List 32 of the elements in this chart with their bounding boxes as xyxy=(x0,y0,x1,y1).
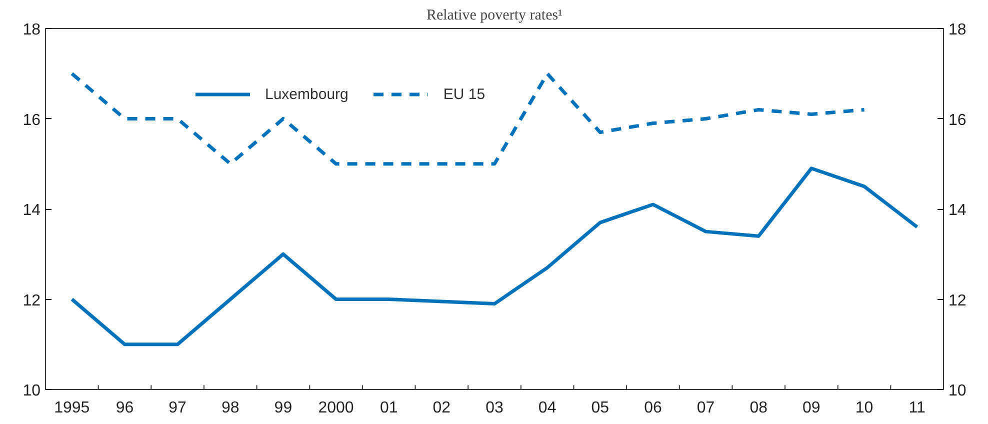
x-tick-label: 10 xyxy=(855,400,874,416)
x-tick-label: 03 xyxy=(486,400,504,416)
legend-label: EU 15 xyxy=(443,86,486,102)
x-tick-label: 07 xyxy=(696,400,715,416)
x-tick-label: 97 xyxy=(168,400,187,416)
line-series xyxy=(70,72,866,166)
legend-label: Luxembourg xyxy=(265,86,348,102)
x-tick-label: 01 xyxy=(380,400,398,416)
y2-tick-label: 12 xyxy=(948,292,966,310)
x-tick-label: 06 xyxy=(644,400,662,416)
x-tick-label: 99 xyxy=(274,400,292,416)
y-tick-label: 18 xyxy=(22,22,41,38)
x-tick-label: 96 xyxy=(116,400,134,416)
y2-tick-label: 16 xyxy=(948,112,966,129)
y-tick-label: 12 xyxy=(22,292,41,310)
x-tick-label: 09 xyxy=(802,400,820,416)
x-tick-label: 02 xyxy=(432,400,451,416)
x-tick-label: 2000 xyxy=(318,400,354,416)
chart-subtitle: Relative poverty rates¹ xyxy=(426,8,563,24)
x-tick-label: 04 xyxy=(538,400,556,416)
x-tick-label: 98 xyxy=(221,400,240,416)
x-tick-label: 11 xyxy=(908,400,926,416)
y2-tick-label: 18 xyxy=(948,22,966,38)
y-tick-label: 10 xyxy=(22,382,41,400)
x-tick-label: 1995 xyxy=(54,400,90,416)
y2-tick-label: 10 xyxy=(948,382,966,400)
y-tick-label: 14 xyxy=(22,202,41,219)
y2-tick-label: 14 xyxy=(948,202,966,219)
line-series xyxy=(70,166,919,346)
x-tick-label: 05 xyxy=(591,400,610,416)
y-tick-label: 16 xyxy=(22,112,41,129)
x-tick-label: 08 xyxy=(750,400,768,416)
